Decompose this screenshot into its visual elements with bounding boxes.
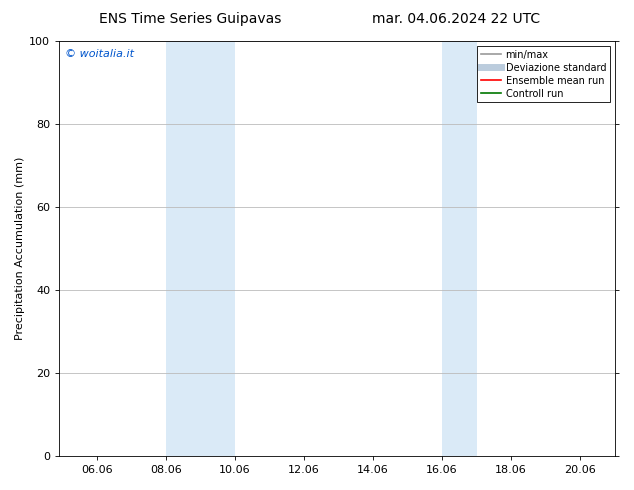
- Legend: min/max, Deviazione standard, Ensemble mean run, Controll run: min/max, Deviazione standard, Ensemble m…: [477, 46, 610, 102]
- Text: ENS Time Series Guipavas: ENS Time Series Guipavas: [99, 12, 281, 26]
- Bar: [442, 41, 477, 456]
- Bar: [165, 41, 235, 456]
- Y-axis label: Precipitation Accumulation (mm): Precipitation Accumulation (mm): [15, 157, 25, 340]
- Text: © woitalia.it: © woitalia.it: [65, 49, 134, 59]
- Text: mar. 04.06.2024 22 UTC: mar. 04.06.2024 22 UTC: [372, 12, 541, 26]
